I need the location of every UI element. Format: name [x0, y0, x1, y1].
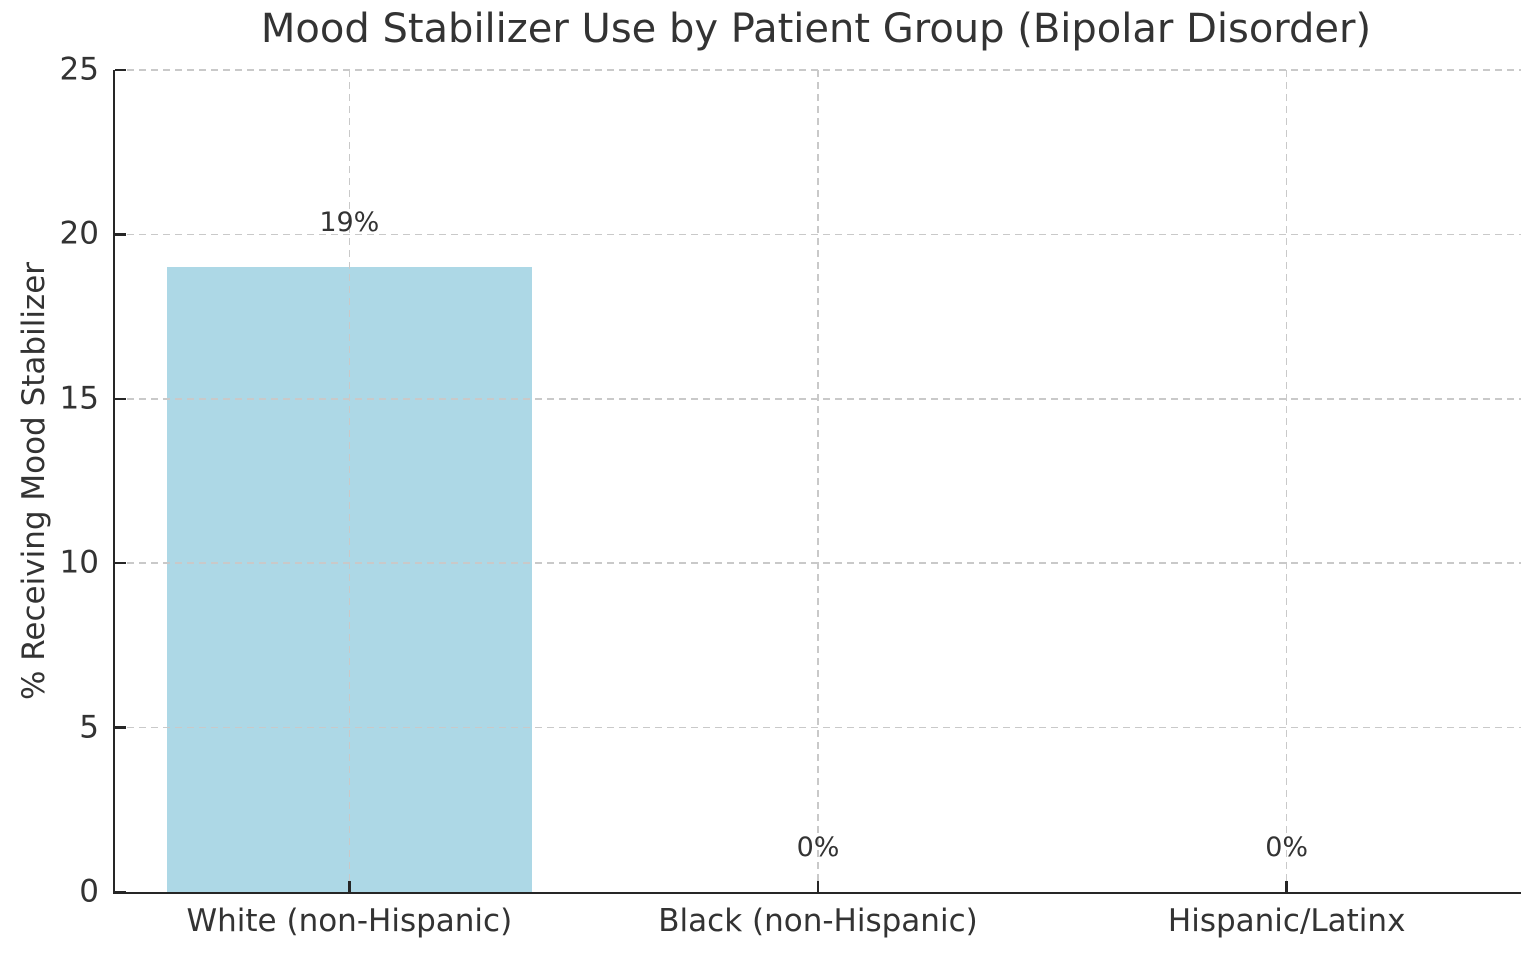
y-tick-label: 5	[79, 709, 99, 746]
y-tick-label: 20	[59, 215, 99, 252]
bar-value-label: 0%	[1265, 832, 1309, 863]
y-tick-label: 15	[59, 380, 99, 417]
x-tick-label: White (non-Hispanic)	[186, 903, 513, 939]
y-tick-label: 10	[59, 544, 99, 581]
x-tick-label: Hispanic/Latinx	[1167, 903, 1406, 939]
y-axis-label: % Receiving Mood Stabilizer	[16, 261, 52, 701]
y-tick-mark	[115, 233, 126, 236]
x-tick-mark	[348, 881, 351, 892]
y-gridline	[115, 69, 1521, 71]
chart-title: Mood Stabilizer Use by Patient Group (Bi…	[260, 6, 1372, 52]
y-tick-mark	[115, 890, 126, 894]
plot-area: 0 5 10 15 20 25 White (non-Hispanic) 19% Black (…	[60, 54, 1521, 937]
y-tick-mark	[115, 726, 126, 729]
bar-value-label: 0%	[796, 832, 840, 863]
y-tick-mark	[115, 68, 126, 72]
x-tick-label: Black (non-Hispanic)	[658, 903, 978, 939]
x-tick-mark	[816, 881, 820, 892]
bar-1	[166, 267, 533, 892]
y-tick-mark	[115, 561, 126, 565]
y-tick-mark	[115, 397, 126, 401]
x-gridline	[817, 70, 819, 892]
bar-value-label: 19%	[319, 207, 380, 239]
y-tick-label: 25	[59, 51, 99, 88]
x-gridline	[1285, 70, 1288, 892]
y-tick-label: 0	[79, 873, 99, 910]
x-tick-mark	[1285, 881, 1288, 892]
